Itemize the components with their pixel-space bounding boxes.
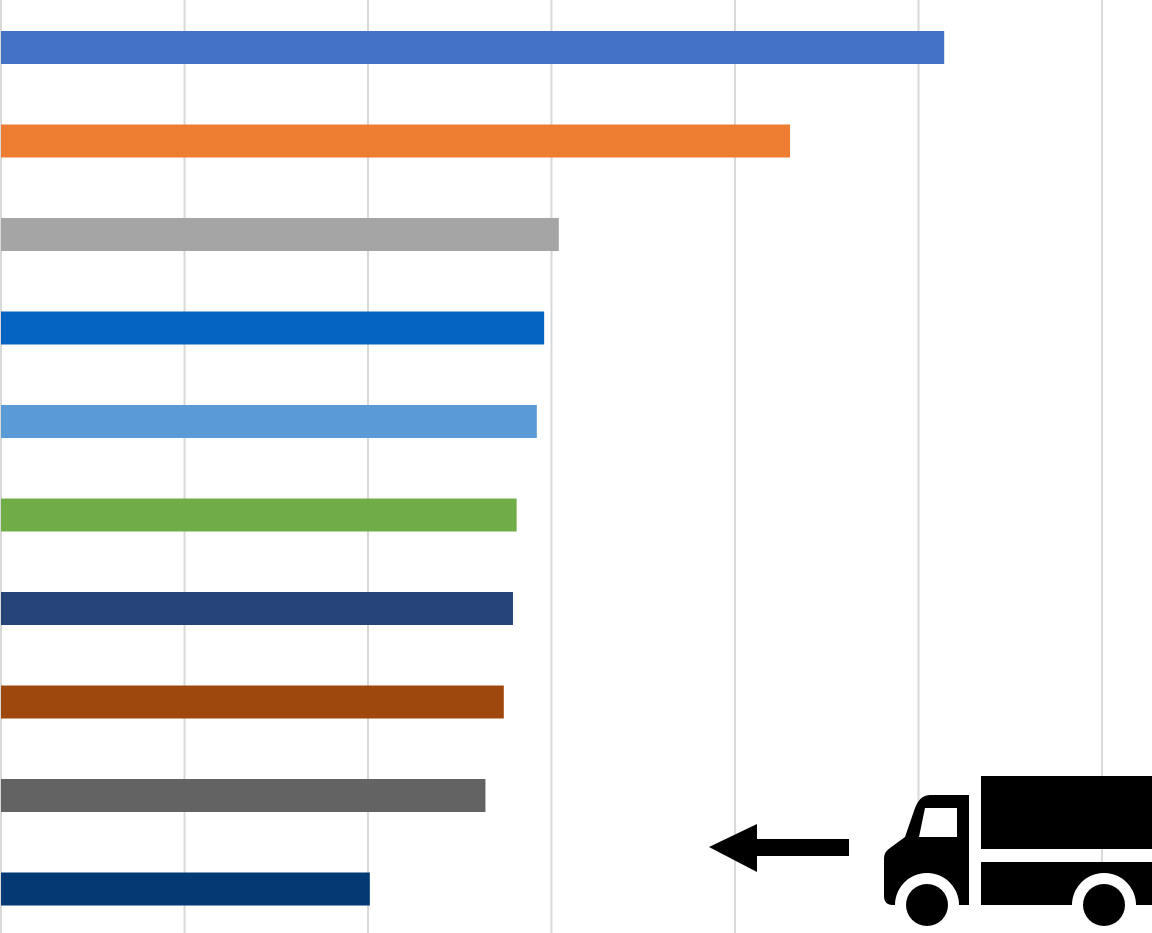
bar-9 <box>1 779 486 812</box>
bar-2 <box>1 124 791 158</box>
bar-6 <box>1 498 517 532</box>
bar-8 <box>1 685 504 719</box>
bar-3 <box>1 218 559 251</box>
bar-4 <box>1 311 545 345</box>
bar-10 <box>1 872 370 906</box>
bar-7 <box>1 592 513 625</box>
bar-5 <box>1 405 537 438</box>
bar-1 <box>1 31 945 64</box>
left-arrow-icon <box>709 824 849 872</box>
truck-icon <box>884 776 1152 933</box>
bars <box>1 31 945 906</box>
